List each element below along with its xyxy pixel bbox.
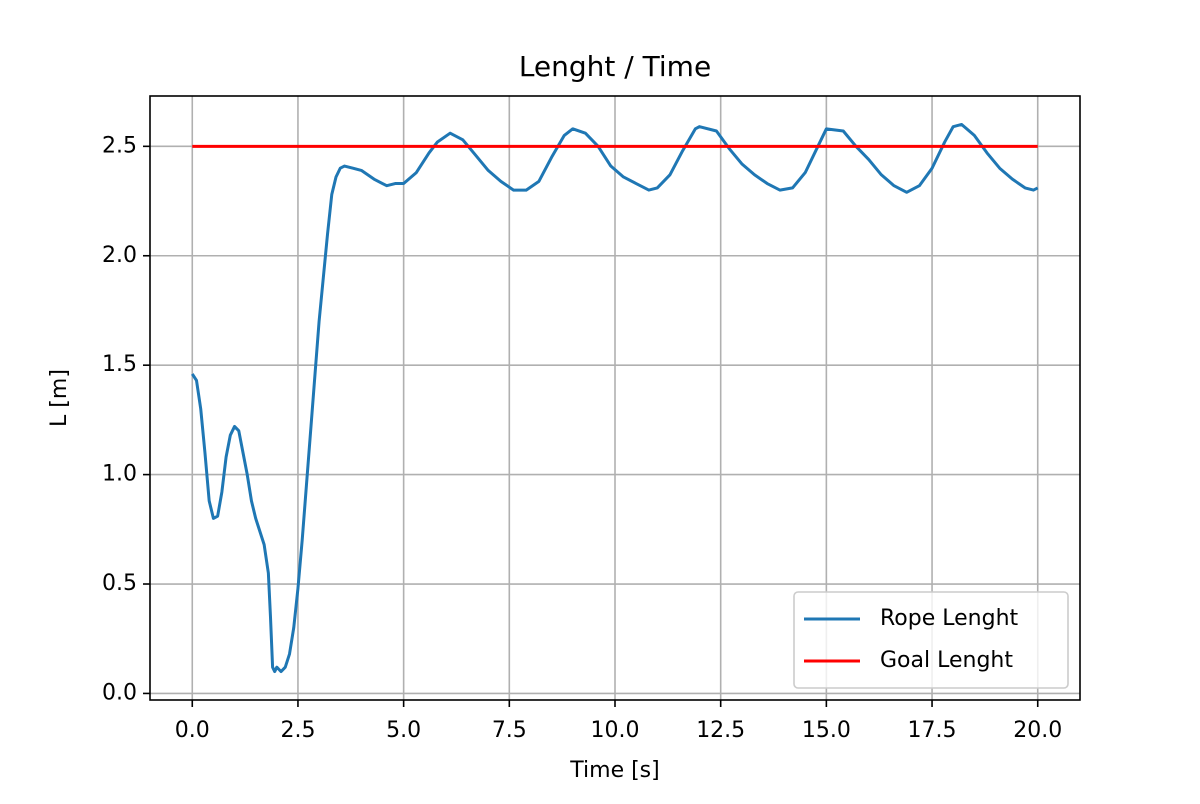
legend-label: Goal Lenght [880,648,1013,673]
y-tick-label: 0.0 [102,680,137,705]
x-tick-label: 2.5 [280,718,315,743]
chart-title: Lenght / Time [519,50,711,83]
x-tick-label: 17.5 [908,718,957,743]
plot-frame [149,95,1081,701]
data-line [191,122,1039,674]
x-tick-label: 12.5 [696,718,745,743]
x-axis-label: Time [s] [569,758,659,783]
legend-box [793,591,1069,689]
x-tick-label: 10.0 [591,718,640,743]
x-tick-label: 15.0 [802,718,851,743]
x-tick-label: 7.5 [492,718,527,743]
y-tick-label: 1.0 [102,462,137,487]
y-axis-label: L [m] [47,369,72,427]
x-tick-label: 20.0 [1013,718,1062,743]
y-tick-label: 2.0 [102,243,137,268]
x-tick-label: 0.0 [175,718,210,743]
y-tick-label: 1.5 [102,352,137,377]
y-tick-label: 2.5 [102,133,137,158]
legend-label: Rope Lenght [880,606,1019,631]
y-tick-label: 0.5 [102,571,137,596]
x-tick-label: 5.0 [386,718,421,743]
